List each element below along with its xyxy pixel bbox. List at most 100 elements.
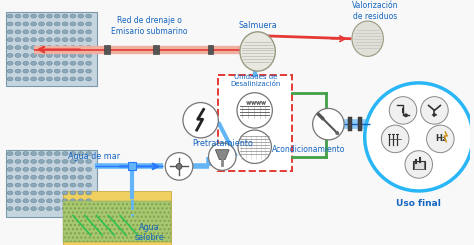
Circle shape [237,93,273,128]
Ellipse shape [31,38,36,42]
Ellipse shape [62,191,68,195]
Ellipse shape [7,38,13,42]
Ellipse shape [46,199,52,203]
Ellipse shape [38,69,45,73]
Ellipse shape [78,175,84,179]
Bar [154,45,159,54]
Ellipse shape [31,14,36,18]
Ellipse shape [38,175,45,179]
Ellipse shape [78,159,84,163]
Ellipse shape [15,53,21,57]
Ellipse shape [7,199,13,203]
Ellipse shape [86,199,91,203]
Ellipse shape [23,159,29,163]
Ellipse shape [7,46,13,49]
Ellipse shape [15,38,21,42]
Ellipse shape [38,159,45,163]
Ellipse shape [62,175,68,179]
Ellipse shape [78,152,84,156]
Circle shape [421,97,448,124]
Ellipse shape [86,183,91,187]
Ellipse shape [70,199,76,203]
Ellipse shape [38,46,45,49]
Ellipse shape [86,152,91,156]
Ellipse shape [31,22,36,26]
Ellipse shape [15,167,21,171]
Ellipse shape [7,175,13,179]
Ellipse shape [15,69,21,73]
Ellipse shape [31,199,36,203]
Ellipse shape [86,175,91,179]
Ellipse shape [54,152,60,156]
Ellipse shape [46,77,52,81]
Ellipse shape [46,22,52,26]
Ellipse shape [54,69,60,73]
Ellipse shape [23,167,29,171]
Ellipse shape [62,159,68,163]
Ellipse shape [23,77,29,81]
Ellipse shape [78,46,84,49]
Ellipse shape [23,207,29,211]
Text: Red de drenaje o
Emisario submarino: Red de drenaje o Emisario submarino [111,16,188,36]
Ellipse shape [7,77,13,81]
Ellipse shape [7,61,13,65]
Ellipse shape [86,69,91,73]
Ellipse shape [86,53,91,57]
Ellipse shape [7,207,13,211]
Ellipse shape [31,159,36,163]
Ellipse shape [31,46,36,49]
Ellipse shape [15,46,21,49]
Ellipse shape [54,77,60,81]
Ellipse shape [54,199,60,203]
Ellipse shape [38,207,45,211]
Ellipse shape [86,22,91,26]
Ellipse shape [7,22,13,26]
Ellipse shape [62,53,68,57]
Ellipse shape [7,191,13,195]
Ellipse shape [38,199,45,203]
Text: Agua
salobre: Agua salobre [135,222,164,242]
Ellipse shape [240,32,275,71]
Ellipse shape [62,183,68,187]
Ellipse shape [31,53,36,57]
Ellipse shape [31,207,36,211]
Ellipse shape [62,38,68,42]
Ellipse shape [54,191,60,195]
Circle shape [405,151,432,178]
Ellipse shape [78,207,84,211]
Ellipse shape [15,30,21,34]
Ellipse shape [70,22,76,26]
Ellipse shape [46,183,52,187]
Ellipse shape [23,152,29,156]
Ellipse shape [15,77,21,81]
Ellipse shape [46,30,52,34]
Ellipse shape [38,14,45,18]
Ellipse shape [54,183,60,187]
Ellipse shape [54,46,60,49]
Circle shape [238,130,272,163]
Ellipse shape [70,38,76,42]
Ellipse shape [70,191,76,195]
Ellipse shape [23,69,29,73]
Ellipse shape [38,152,45,156]
Ellipse shape [70,152,76,156]
Ellipse shape [78,199,84,203]
Bar [104,45,110,54]
Ellipse shape [78,183,84,187]
Circle shape [209,143,236,170]
Ellipse shape [46,14,52,18]
Bar [348,117,352,131]
Ellipse shape [86,38,91,42]
Bar [6,150,97,217]
Ellipse shape [86,167,91,171]
Ellipse shape [70,183,76,187]
Ellipse shape [54,30,60,34]
Text: Uso final: Uso final [396,199,441,208]
Ellipse shape [352,21,383,56]
Ellipse shape [78,69,84,73]
Ellipse shape [46,167,52,171]
Ellipse shape [70,77,76,81]
Ellipse shape [86,61,91,65]
Ellipse shape [31,30,36,34]
Text: Pretratamiento: Pretratamiento [192,139,253,148]
